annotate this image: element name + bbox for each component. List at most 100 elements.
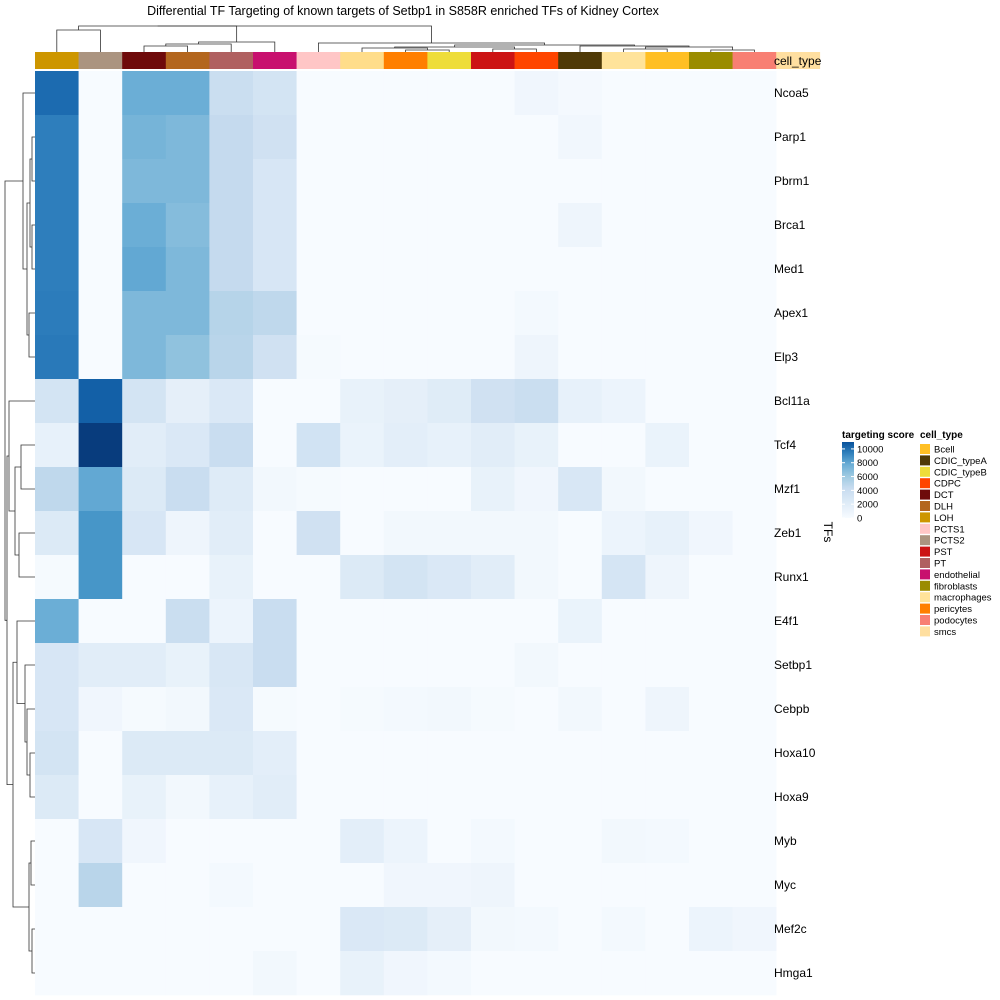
heatmap-cell [689,467,733,512]
heatmap-cell [253,71,297,116]
heatmap-cell [78,511,123,556]
chart-title: Differential TF Targeting of known targe… [147,4,660,18]
heatmap-cell [645,951,690,996]
heatmap-cell [689,907,733,952]
heatmap-cell [601,159,646,204]
row-label: Pbrm1 [774,174,810,188]
heatmap-cell [645,115,690,160]
heatmap-cell [122,907,167,952]
heatmap-cell [689,863,733,908]
heatmap-cell [253,951,297,996]
legend-tick-label: 2000 [857,500,878,511]
cell-type-swatch [920,501,930,511]
heatmap-cell [165,335,210,380]
heatmap-cell [122,423,167,468]
heatmap-cell [514,511,559,556]
annotation-cell [689,52,733,69]
heatmap-cell [122,379,167,424]
heatmap-cell [558,379,603,424]
row-label: Apex1 [774,306,808,320]
heatmap-cell [253,247,297,292]
heatmap-cell [732,599,777,644]
heatmap-cell [209,863,254,908]
heatmap-cell [122,467,167,512]
heatmap-cell [296,423,341,468]
heatmap-cell [296,599,341,644]
heatmap-cell [340,423,385,468]
row-label: Brca1 [774,218,806,232]
heatmap-cell [732,203,777,248]
heatmap-cell [78,423,123,468]
heatmap-cell [471,863,515,908]
cell-type-swatch [920,580,930,591]
annotation-cell [776,52,821,69]
heatmap-cell [383,247,428,292]
heatmap-cell [601,819,646,864]
cell-type-swatch [920,615,930,625]
heatmap-cell [732,687,777,732]
cell-type-swatch [920,546,930,557]
cell-type-legend-label: PCTS2 [934,536,965,547]
heatmap-cell [296,159,341,204]
heatmap-cell [209,71,254,116]
row-label: Mef2c [774,922,807,936]
heatmap-cell [383,819,428,864]
heatmap-cell [209,731,254,776]
row-label: Parp1 [774,130,806,144]
row-label: Hoxa9 [774,790,809,804]
heatmap-cell [340,599,385,644]
heatmap-cell [689,335,733,380]
heatmap-cell [601,71,646,116]
heatmap-cell [689,511,733,556]
annotation-cell [514,52,559,69]
row-label: Hoxa10 [774,746,816,760]
heatmap-cell [601,951,646,996]
heatmap-cell [35,775,79,820]
cell-type-legend-label: PST [934,547,953,558]
heatmap-cell [514,907,559,952]
heatmap-cell [78,863,123,908]
heatmap-cells [35,71,777,996]
heatmap-cell [35,643,79,688]
heatmap-cell [340,511,385,556]
heatmap-cell [514,863,559,908]
cell-type-legend-label: endothelial [934,570,980,581]
heatmap-cell [209,423,254,468]
heatmap-cell [558,71,603,116]
heatmap-cell [340,379,385,424]
heatmap-cell [471,247,515,292]
annotation-cell [78,52,123,69]
heatmap-cell [296,379,341,424]
cell-type-annotation-bar [35,52,821,69]
heatmap-cell [689,203,733,248]
heatmap-cell [296,731,341,776]
heatmap-cell [514,115,559,160]
heatmap-cell [165,907,210,952]
heatmap-cell [558,643,603,688]
heatmap-cell [427,687,472,732]
heatmap-cell [35,115,79,160]
heatmap-cell [732,643,777,688]
heatmap-cell [514,203,559,248]
heatmap-cell [165,643,210,688]
heatmap-cell [165,863,210,908]
heatmap-cell [296,687,341,732]
heatmap-cell [558,731,603,776]
cell-type-legend-label: PT [934,559,946,570]
cell-type-legend-label: CDIC_typeA [934,456,987,467]
heatmap-cell [427,511,472,556]
heatmap-cell [645,819,690,864]
heatmap-cell [558,159,603,204]
row-label: Zeb1 [774,526,802,540]
heatmap-cell [296,951,341,996]
heatmap-cell [253,291,297,336]
heatmap-cell [689,599,733,644]
heatmap-cell [340,335,385,380]
heatmap-cell [558,467,603,512]
heatmap-cell [35,863,79,908]
heatmap-cell [689,819,733,864]
heatmap-cell [601,643,646,688]
heatmap-cell [296,863,341,908]
heatmap-cell [689,731,733,776]
heatmap-cell [689,71,733,116]
